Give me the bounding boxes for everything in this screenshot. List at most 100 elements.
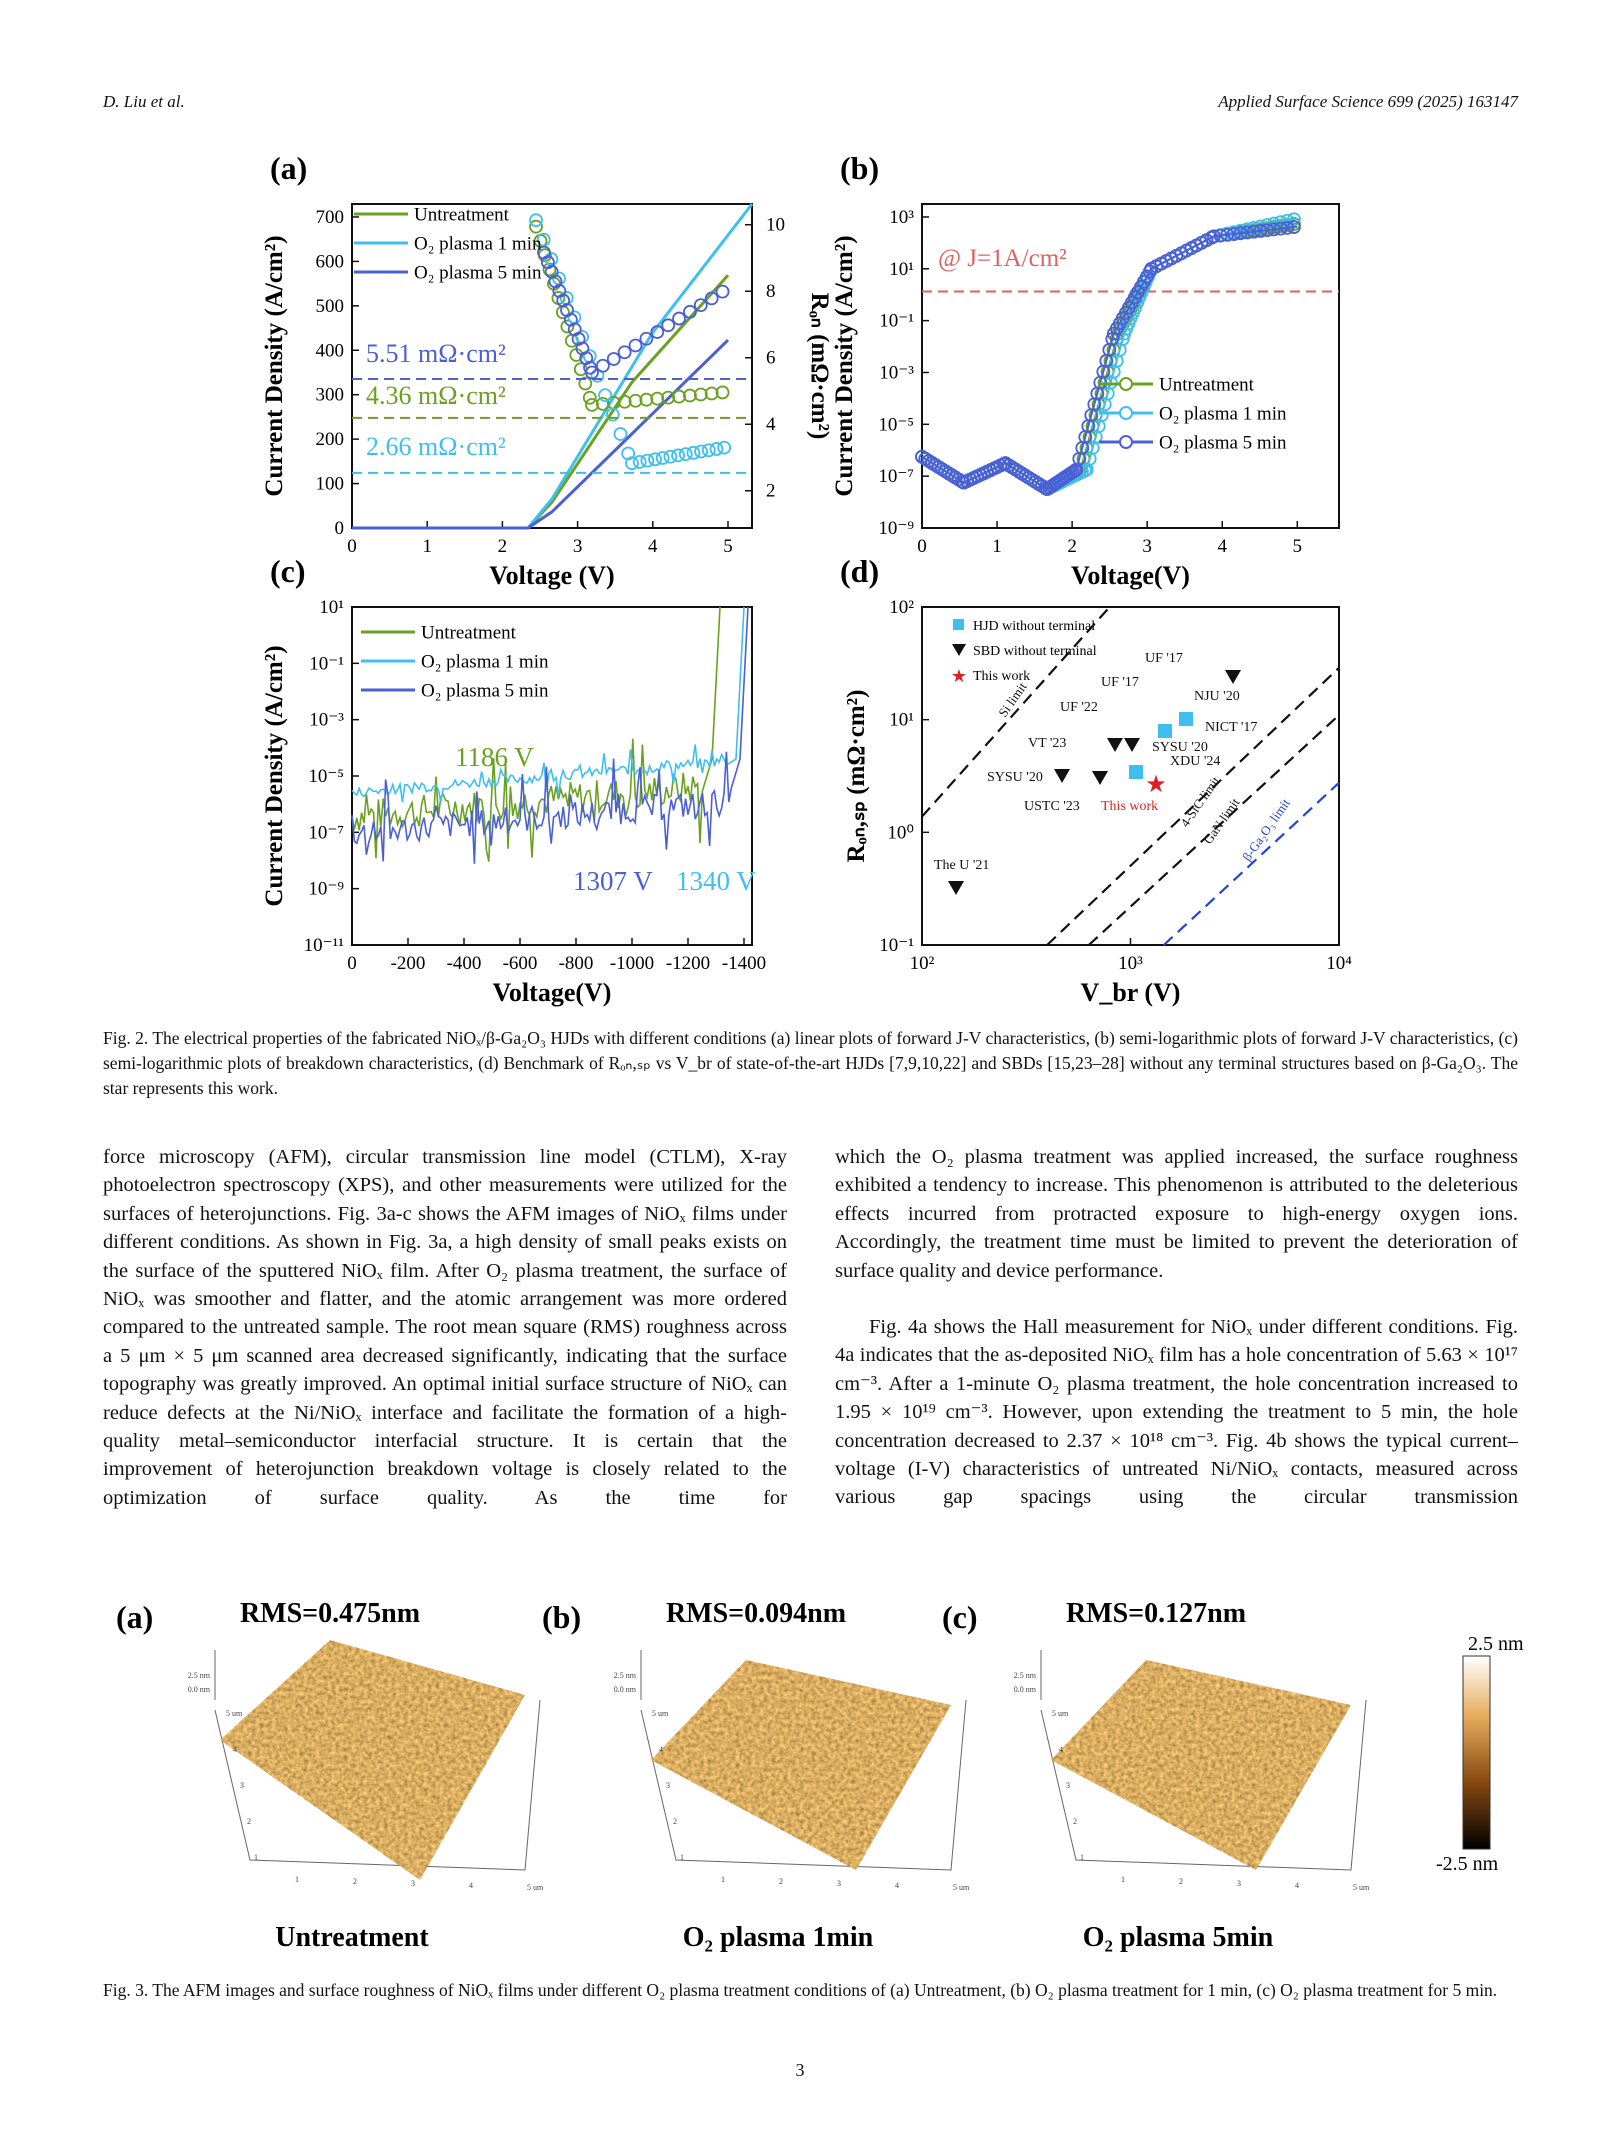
colorbar <box>1462 1655 1491 1850</box>
marker <box>1129 765 1143 779</box>
marker <box>1207 229 1221 244</box>
legend-label: Untreatment <box>421 623 517 644</box>
marker <box>598 388 613 403</box>
axis-tick: 4 <box>1295 1881 1299 1890</box>
x-tick-label: -800 <box>559 953 594 974</box>
marker <box>595 358 610 373</box>
curve <box>351 606 749 864</box>
marker <box>1220 227 1235 242</box>
x-tick-label: 0 <box>347 953 357 974</box>
marker <box>1107 738 1123 752</box>
x-tick-label: 0 <box>347 536 357 557</box>
paragraph: which the O₂ plasma treatment was applie… <box>835 1146 1518 1282</box>
legend-label: O₂ plasma 1 min <box>421 652 549 673</box>
axis-tick: 4 <box>659 1745 663 1754</box>
axis-tick: 2.5 nm <box>1014 1671 1037 1680</box>
y-tick-label: 100 <box>316 474 345 495</box>
marker <box>529 213 543 228</box>
marker <box>1260 223 1275 238</box>
annotation: This work <box>1101 799 1158 814</box>
annotation: Si limit <box>995 679 1030 720</box>
axis-tick: 4 <box>1059 1745 1063 1754</box>
axis-tick: 1 <box>295 1875 299 1884</box>
marker <box>650 325 665 339</box>
x-tick-label: -600 <box>503 953 538 974</box>
y-tick-label: 0 <box>335 518 345 539</box>
x-tick-label: 5 <box>723 536 733 557</box>
marker <box>542 262 557 277</box>
x-tick-label: -1400 <box>722 953 766 974</box>
rms-label: RMS=0.127nm <box>1066 1598 1246 1629</box>
image-name: O₂ plasma 5min <box>1083 1922 1274 1953</box>
panel-label: (b) <box>840 150 879 186</box>
x-axis-label: Voltage(V) <box>493 978 612 1007</box>
colorbar-label: -2.5 nm <box>1436 1853 1499 1875</box>
marker <box>585 397 599 412</box>
x-tick-label: 10⁴ <box>1326 953 1352 974</box>
marker <box>1273 221 1288 236</box>
annotation: NJU '20 <box>1194 689 1240 704</box>
marker <box>1124 738 1140 752</box>
marker <box>694 444 709 459</box>
annotation: USTC '23 <box>1024 799 1080 814</box>
marker <box>1054 769 1070 783</box>
marker <box>617 345 632 360</box>
afm-surface <box>1051 1660 1351 1870</box>
marker <box>715 385 730 400</box>
panel-label: (a) <box>270 150 307 186</box>
legend-marker <box>952 644 966 656</box>
y-tick-label: 10³ <box>889 207 914 228</box>
axis-tick: 3 <box>837 1879 841 1888</box>
plot-frame <box>921 203 1340 529</box>
y-axis-label: Current Density (A/cm²) <box>261 235 288 496</box>
annotation: The U '21 <box>934 858 989 873</box>
annotation: 1186 V <box>455 742 534 772</box>
marker: ★ <box>1145 772 1167 798</box>
y2-tick-label: 10 <box>766 215 785 236</box>
x-tick-label: -1200 <box>666 953 710 974</box>
axis-tick: 2 <box>673 1817 677 1826</box>
marker <box>1225 670 1241 684</box>
marker <box>704 291 719 306</box>
marker <box>529 219 543 234</box>
y-tick-label: 500 <box>316 296 345 317</box>
annotation: 1307 V <box>573 866 653 896</box>
y-tick-label: 10² <box>889 597 914 618</box>
y-tick-label: 10⁻⁵ <box>878 414 914 435</box>
y-tick-label: 10¹ <box>319 597 344 618</box>
marker <box>715 284 730 299</box>
marker <box>613 427 628 441</box>
afm-surface <box>220 1640 525 1880</box>
x-tick-label: 10² <box>910 953 935 974</box>
marker <box>606 352 621 366</box>
y-tick-label: 10⁻¹ <box>309 653 344 674</box>
legend-marker: ★ <box>951 666 967 686</box>
image-name: Untreatment <box>275 1922 429 1953</box>
running-author: D. Liu et al. <box>103 92 185 111</box>
marker <box>717 440 732 455</box>
image-name: O₂ plasma 1min <box>683 1922 874 1953</box>
y-axis-label: Rₒₙ,ₛₚ (mΩ·cm²) <box>843 690 870 863</box>
axis-tick: 1 <box>680 1853 684 1862</box>
axis-tick: 5 um <box>652 1709 669 1718</box>
legend-marker <box>1119 435 1133 449</box>
marker <box>683 304 697 319</box>
x-tick-label: -200 <box>391 953 426 974</box>
marker <box>1213 228 1228 243</box>
marker <box>1240 225 1255 240</box>
marker <box>1092 771 1108 785</box>
x-tick-label: 4 <box>1217 536 1227 557</box>
annotation: 1340 V <box>676 866 756 896</box>
panel-label: (a) <box>116 1599 153 1635</box>
panel-label: (d) <box>840 553 879 589</box>
marker <box>648 452 662 467</box>
x-tick-label: 1 <box>992 536 1002 557</box>
axis-tick: 2 <box>1073 1817 1077 1826</box>
legend-label: O₂ plasma 5 min <box>421 681 549 702</box>
legend-marker <box>1119 406 1133 420</box>
y-tick-label: 10⁻³ <box>879 362 914 383</box>
marker <box>582 390 597 405</box>
x-tick-label: 5 <box>1293 536 1303 557</box>
panel-label: (b) <box>542 1599 581 1635</box>
